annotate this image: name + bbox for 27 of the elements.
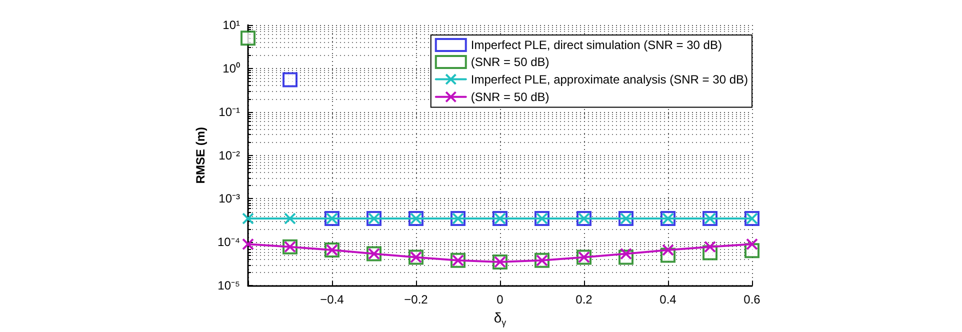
- point: [284, 212, 296, 225]
- point: [240, 30, 256, 46]
- point: [242, 238, 254, 250]
- y-axis-title: RMSE (m): [194, 126, 208, 184]
- x-tick-label: 0: [496, 292, 504, 307]
- x-tick-label: 0.4: [660, 292, 677, 307]
- legend-label: (SNR = 50 dB): [470, 55, 550, 69]
- y-tick-label: 10⁻¹: [218, 104, 240, 119]
- point: [242, 212, 254, 225]
- legend-label: (SNR = 50 dB): [470, 90, 550, 104]
- point: [746, 238, 758, 250]
- point: [704, 240, 716, 253]
- legend-label: Imperfect PLE, approximate analysis (SNR = 30 dB): [470, 72, 748, 86]
- point: [620, 248, 632, 260]
- y-tick-label: 10⁻²: [218, 148, 240, 162]
- x-tick-label: −0.2: [404, 292, 428, 307]
- y-tick-label: 10¹: [222, 18, 240, 32]
- x-tick-label: −0.4: [320, 292, 344, 307]
- y-tick-label: 10⁻³: [218, 192, 240, 206]
- legend-label: Imperfect PLE, direct simulation (SNR = 30 dB): [470, 38, 722, 52]
- x-tick-label: 0.6: [744, 292, 761, 307]
- y-tick-label: 10⁰: [222, 61, 240, 76]
- y-tick-label: 10⁻⁴: [217, 235, 240, 250]
- point: [662, 244, 674, 256]
- y-tick-label: 10⁻⁵: [218, 278, 240, 293]
- x-tick-label: 0.2: [576, 292, 593, 307]
- point: [282, 72, 298, 88]
